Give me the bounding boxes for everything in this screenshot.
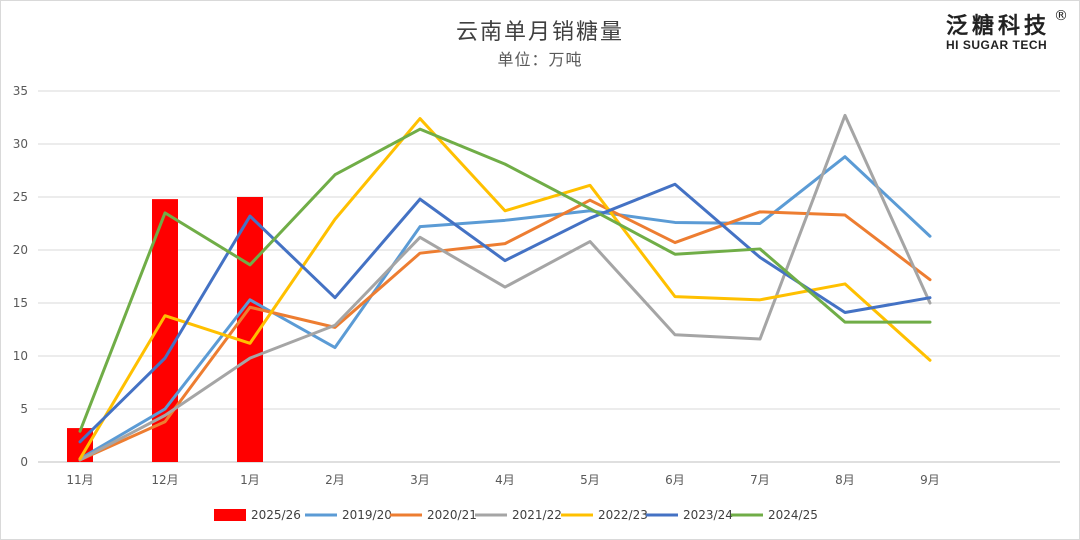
y-tick-label: 20 [13, 243, 28, 257]
brand-name-cn: 泛糖科技 [945, 14, 1050, 39]
series-line-2019-20 [78, 155, 932, 461]
y-tick-label: 15 [13, 296, 28, 310]
y-tick-label: 35 [13, 84, 28, 98]
legend-label: 2021/22 [512, 508, 562, 522]
legend-label: 2024/25 [768, 508, 818, 522]
series-line-2021-22 [78, 113, 932, 462]
registered-mark: ® [1054, 8, 1068, 24]
legend-label: 2019/20 [342, 508, 392, 522]
brand-logo: 泛糖科技 HI SUGAR TECH ® [945, 8, 1068, 52]
x-tick-label: 6月 [665, 473, 685, 487]
series-line-2024-25 [78, 127, 932, 433]
y-tick-label: 30 [13, 137, 28, 151]
x-axis: 11月 12月 1月 2月 3月 4月 5月 6月 7月 8月 9月 [66, 473, 939, 487]
y-tick-label: 0 [20, 455, 28, 469]
legend-label: 2025/26 [251, 508, 301, 522]
y-tick-label: 10 [13, 349, 28, 363]
chart-subtitle: 单位：万吨 [497, 50, 583, 69]
brand-name-en: HI SUGAR TECH [945, 38, 1048, 52]
x-tick-label: 9月 [920, 473, 940, 487]
legend-label: 2023/24 [683, 508, 733, 522]
x-tick-label: 12月 [151, 473, 178, 487]
x-tick-label: 5月 [580, 473, 600, 487]
series-line-2022-23 [78, 117, 932, 461]
legend-label: 2020/21 [427, 508, 477, 522]
line-series [78, 113, 932, 462]
gridlines [38, 90, 1060, 463]
legend-label: 2022/23 [598, 508, 648, 522]
legend-swatch [214, 509, 246, 521]
chart-title: 云南单月销糖量 [455, 20, 624, 45]
x-tick-label: 1月 [240, 473, 260, 487]
x-tick-label: 7月 [750, 473, 770, 487]
x-tick-label: 4月 [495, 473, 515, 487]
y-axis: 0 5 10 15 20 25 30 35 [13, 84, 28, 469]
y-tick-label: 5 [20, 402, 28, 416]
x-tick-label: 3月 [410, 473, 430, 487]
series-line-2020-21 [78, 198, 932, 462]
legend: 2025/26 2019/20 2020/21 2021/22 2022/23 2023/… [214, 508, 818, 522]
x-tick-label: 11月 [66, 473, 93, 487]
x-tick-label: 2月 [325, 473, 345, 487]
y-tick-label: 25 [13, 190, 28, 204]
x-tick-label: 8月 [835, 473, 855, 487]
series-line-2023-24 [78, 182, 932, 444]
